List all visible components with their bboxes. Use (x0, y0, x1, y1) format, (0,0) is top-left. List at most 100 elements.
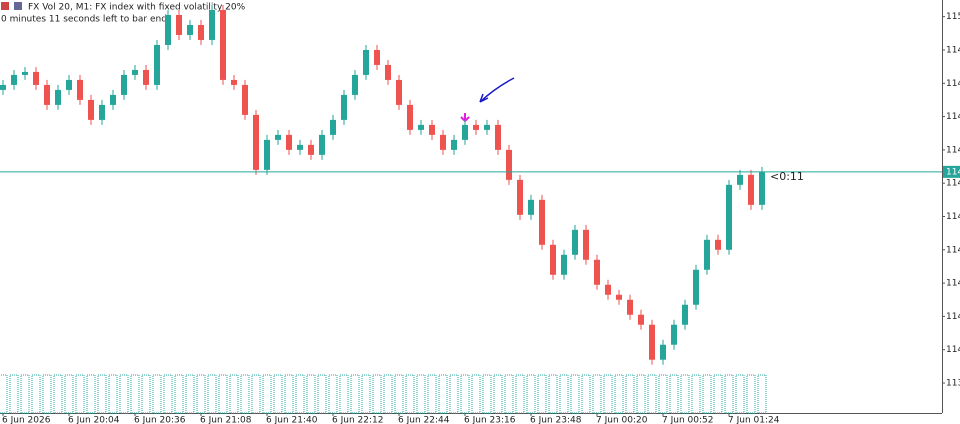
candle-body (176, 14, 182, 35)
candle-body (99, 104, 105, 120)
candle-body (616, 294, 622, 300)
volume-bar (163, 374, 173, 414)
volume-bar (75, 374, 85, 414)
candle-body (220, 9, 226, 80)
candle-body (462, 124, 468, 140)
candle-body (110, 94, 116, 105)
volume-bar (317, 374, 327, 414)
candle-body (187, 24, 193, 35)
volume-bar (537, 374, 547, 414)
volume-bar (251, 374, 261, 414)
y-tick-label: 11400 (946, 345, 960, 355)
volume-bar (20, 374, 30, 414)
volume-bar (757, 374, 767, 414)
y-tick-label: 11410 (946, 312, 960, 322)
candle-body (429, 124, 435, 135)
candle-body (286, 134, 292, 150)
current-price-label: 11453.4 (946, 167, 960, 177)
x-tick-label: 6 Jun 21:08 (200, 416, 252, 424)
x-tick-label: 6 Jun 20:04 (68, 416, 120, 424)
candle-body (649, 324, 655, 360)
candle-body (363, 49, 369, 75)
volume-bar (669, 374, 679, 414)
volume-bar (691, 374, 701, 414)
candle-body (605, 284, 611, 295)
volume-bar (449, 374, 459, 414)
volume-bar (647, 374, 657, 414)
x-tick-label: 6 Jun 2026 (2, 416, 51, 424)
candle-body (33, 71, 39, 85)
candle-body (561, 254, 567, 275)
countdown-label: <0:11 (770, 170, 804, 183)
candle-body (231, 79, 237, 85)
candle-body (473, 124, 479, 130)
volume-bar (603, 374, 613, 414)
volume-bar (702, 374, 712, 414)
volume-bar (559, 374, 569, 414)
candle-body (506, 149, 512, 180)
candle-body (44, 84, 50, 105)
candle-body (319, 134, 325, 155)
volume-bar (625, 374, 635, 414)
candle-body (407, 104, 413, 130)
volume-bar (361, 374, 371, 414)
y-tick-label: 11480 (946, 79, 960, 89)
candle-body (682, 304, 688, 325)
x-tick-label: 7 Jun 01:24 (728, 416, 780, 424)
volume-bar (405, 374, 415, 414)
y-tick-label: 11490 (946, 45, 960, 55)
icon (1, 2, 9, 10)
candle-body (154, 44, 160, 85)
candle-body (396, 79, 402, 105)
icon (14, 2, 22, 10)
volume-bar (306, 374, 316, 414)
x-tick-label: 7 Jun 00:52 (662, 416, 713, 424)
candle-body (748, 174, 754, 205)
candle-body (77, 79, 83, 100)
volume-bar (295, 374, 305, 414)
candle-body (275, 134, 281, 140)
volume-bar (240, 374, 250, 414)
candle-body (539, 199, 545, 245)
volume-bar (471, 374, 481, 414)
chart-title: FX Vol 20, M1: FX index with fixed volat… (28, 3, 246, 13)
candle-body (341, 94, 347, 120)
header-icons (1, 2, 22, 10)
candle-body (121, 74, 127, 95)
volume-bar (416, 374, 426, 414)
candle-body (484, 124, 490, 130)
volume-bar (9, 374, 19, 414)
volume-bar (284, 374, 294, 414)
volume-bar (438, 374, 448, 414)
candle-body (517, 179, 523, 215)
candle-body (242, 84, 248, 115)
y-tick-label: 11470 (946, 112, 960, 122)
candle-body (55, 89, 61, 105)
y-tick-label: 11440 (946, 212, 960, 222)
volume-bar (185, 374, 195, 414)
volume-bar (746, 374, 756, 414)
candle-body (583, 229, 589, 260)
annotation-arrow (479, 77, 515, 103)
y-tick-label: 11450 (946, 179, 960, 189)
volume-bar (581, 374, 591, 414)
volume-bar (339, 374, 349, 414)
x-tick-label: 7 Jun 00:20 (596, 416, 648, 424)
volume-bar (614, 374, 624, 414)
volume-bar (636, 374, 646, 414)
candle-body (627, 299, 633, 315)
y-tick-label: 11420 (946, 279, 960, 289)
candle-body (374, 49, 380, 65)
x-tick-label: 6 Jun 21:40 (266, 416, 318, 424)
candle-body (253, 114, 259, 170)
volume-bar (273, 374, 283, 414)
candle-body (330, 119, 336, 135)
candle-body (352, 74, 358, 95)
candle-body (308, 144, 314, 155)
volume-bar (713, 374, 723, 414)
candle-body (671, 324, 677, 345)
volume-bar (427, 374, 437, 414)
candle-body (22, 71, 28, 75)
